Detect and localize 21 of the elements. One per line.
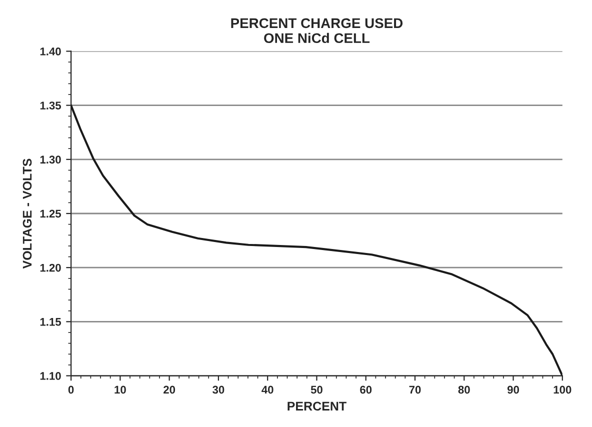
x-tick-label: 20 [164, 386, 176, 394]
x-tick-label: 90 [507, 386, 519, 394]
y-axis-title: VOLTAGE - VOLTS [22, 158, 32, 269]
y-tick-label: 1.15 [40, 318, 62, 326]
y-tick-label: 1.30 [40, 156, 61, 164]
y-tick-label: 1.35 [40, 102, 62, 110]
x-tick-label: 80 [458, 386, 470, 394]
x-tick-label: 60 [360, 386, 372, 394]
x-tick-label: 40 [262, 386, 274, 394]
x-tick-label: 50 [310, 386, 322, 394]
y-tick-label: 1.20 [40, 264, 61, 272]
x-tick-label: 30 [212, 386, 224, 394]
x-tick-label: 10 [114, 386, 126, 394]
x-tick-label: 70 [409, 386, 421, 394]
x-axis-title: PERCENT [288, 402, 346, 411]
x-tick-label: 0 [68, 386, 74, 394]
y-tick-label: 1.10 [40, 372, 61, 380]
x-tick-label: 100 [554, 386, 572, 394]
y-tick-label: 1.40 [40, 48, 61, 56]
y-tick-label: 1.25 [40, 210, 62, 218]
chart-title: PERCENT CHARGE USED ONE NiCd CELL [231, 18, 403, 44]
